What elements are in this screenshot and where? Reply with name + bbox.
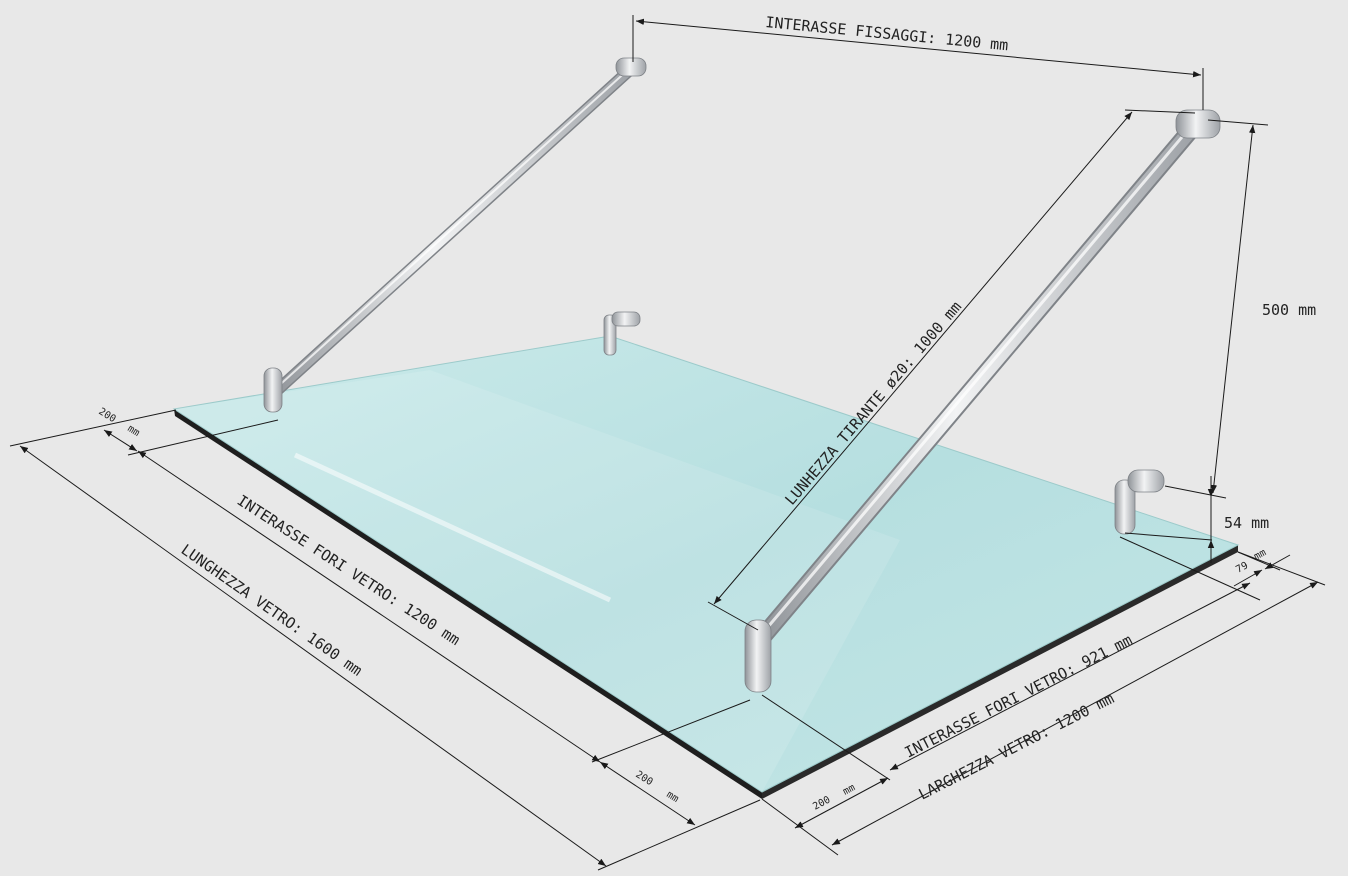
label-left-200-bottom-unit: mm xyxy=(664,789,680,805)
rear-wall-fitting xyxy=(603,311,641,356)
dim-height-54: 54 mm xyxy=(1124,476,1269,563)
label-left-200-top-unit: mm xyxy=(125,423,141,439)
label-left-200-bottom-value: 200 xyxy=(633,769,654,788)
dim-interasse-fissaggi: INTERASSE FISSAGGI: 1200 mm xyxy=(632,13,1204,110)
dim-height-500: 500 mm xyxy=(1164,119,1316,499)
label-front-200-unit: mm xyxy=(841,782,857,797)
label-interasse-fissaggi: INTERASSE FISSAGGI: 1200 mm xyxy=(765,13,1009,54)
dim-front-200: 200 mm xyxy=(794,777,889,829)
dim-edge-79: 79 mm xyxy=(1233,547,1291,587)
label-height-54: 54 mm xyxy=(1224,514,1269,532)
left-tie-rod xyxy=(263,57,647,413)
dim-left-200-bottom: 200 mm xyxy=(599,761,696,826)
label-edge-79-value: 79 xyxy=(1234,560,1250,575)
label-height-500: 500 mm xyxy=(1262,301,1316,319)
label-left-200-top-value: 200 xyxy=(96,406,117,425)
